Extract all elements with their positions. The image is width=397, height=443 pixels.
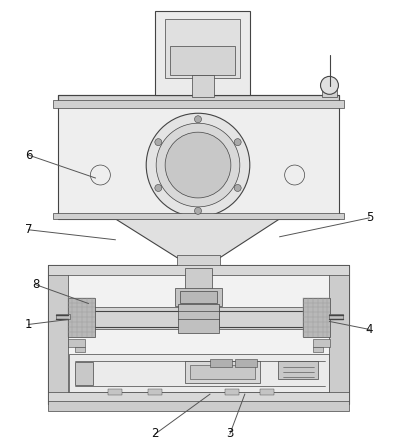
Bar — [260, 389, 274, 395]
Bar — [235, 359, 257, 367]
Bar — [185, 361, 260, 383]
Bar — [177, 255, 220, 268]
Circle shape — [234, 139, 241, 146]
Bar — [75, 347, 85, 352]
Bar — [67, 298, 95, 338]
Circle shape — [320, 76, 339, 94]
Bar — [155, 11, 250, 95]
Circle shape — [155, 184, 162, 191]
Bar — [180, 291, 217, 303]
Circle shape — [91, 165, 110, 185]
Bar — [190, 365, 255, 379]
Bar — [58, 104, 339, 219]
Circle shape — [285, 165, 304, 185]
Circle shape — [156, 123, 240, 207]
Bar — [322, 85, 337, 97]
Bar — [48, 264, 349, 275]
Bar — [175, 288, 222, 306]
Bar — [67, 339, 85, 347]
Bar — [52, 213, 345, 219]
Bar — [210, 359, 232, 367]
Bar — [170, 46, 235, 75]
Bar — [52, 100, 345, 108]
Bar — [48, 264, 349, 404]
Bar — [178, 303, 219, 334]
Bar — [192, 75, 214, 97]
Circle shape — [195, 116, 202, 123]
Text: 5: 5 — [366, 211, 373, 224]
Bar — [69, 354, 330, 392]
Bar — [303, 298, 330, 338]
Text: 8: 8 — [32, 278, 39, 291]
Bar — [312, 339, 330, 347]
Bar — [225, 389, 239, 395]
Text: 3: 3 — [226, 427, 233, 440]
Circle shape — [165, 132, 231, 198]
Bar — [330, 315, 343, 319]
Circle shape — [155, 139, 162, 146]
Text: 6: 6 — [25, 148, 33, 162]
Bar — [165, 19, 240, 78]
Bar — [58, 95, 339, 104]
Text: 4: 4 — [366, 323, 373, 336]
Bar — [48, 401, 349, 411]
Bar — [148, 389, 162, 395]
Bar — [56, 315, 69, 319]
Text: 2: 2 — [151, 427, 159, 440]
Bar — [185, 268, 212, 290]
Bar — [91, 307, 180, 330]
Bar — [330, 268, 349, 401]
Bar — [58, 95, 339, 104]
Polygon shape — [115, 219, 279, 258]
Bar — [48, 392, 349, 404]
Bar — [312, 347, 322, 352]
Text: 1: 1 — [25, 318, 33, 331]
Circle shape — [234, 184, 241, 191]
Bar — [278, 361, 318, 379]
Circle shape — [195, 207, 202, 214]
Circle shape — [146, 113, 250, 217]
Bar — [219, 307, 308, 330]
Bar — [75, 362, 93, 385]
Bar — [48, 268, 67, 401]
Text: 7: 7 — [25, 223, 33, 236]
Bar — [108, 389, 122, 395]
